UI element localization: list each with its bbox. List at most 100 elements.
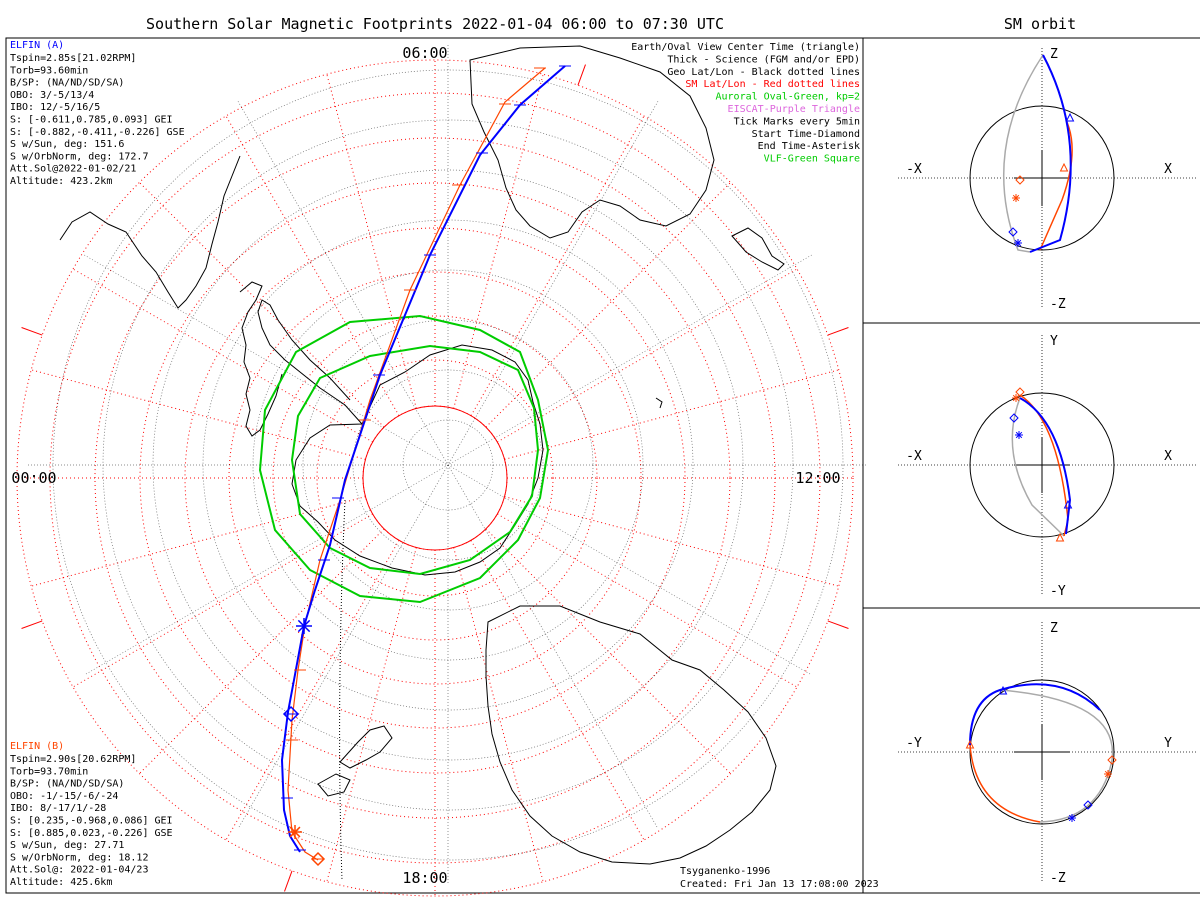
sm-longitude-line [504,369,839,460]
elfin-b-info: ELFIN (B) Tspin=2.90s[20.62RPM]Torb=93.7… [10,741,173,888]
lower-left-coastline-2 [317,773,351,797]
orbit-elfin-b [969,744,1041,823]
orbit-gray-track [999,689,1114,823]
orbit-elfin-b-diamond [1015,387,1025,397]
sm-longitude-line [225,115,400,416]
orbit-elfin-b [1019,394,1069,537]
orbit-elfin-b-triangle [965,739,975,749]
elfin-a-line: B/SP: (NA/ND/SD/SA) [10,78,124,89]
south-america-coastline [239,281,283,437]
earth-circle [969,105,1115,251]
orbit-elfin-a [1029,54,1072,253]
legend-entry: End Time-Asterisk [758,141,860,152]
orbit-axis-label: Z [1050,47,1058,62]
elfin-a-name: ELFIN (A) [10,40,64,51]
elfin-b-line: Torb=93.70min [10,766,88,777]
coastlines [59,45,785,865]
geo-latitude-circle [202,219,694,711]
mlt-label-left: 00:00 [11,469,56,487]
orbit-elfin-b-diamond [1107,755,1117,765]
sm-latlon-grid [16,59,854,897]
elfin-a-line: IBO: 12/-5/16/5 [10,102,100,113]
orbit-panel-3: -Y Y Z -Z [898,621,1198,886]
orbit-elfin-b-asterisk [1012,194,1020,202]
elfin-b-track [287,67,546,861]
legend-entry: Thick - Science (FGM and/or EPD) [667,54,860,65]
sm-longitude-line [225,540,400,841]
sm-longitude-line [72,513,373,688]
orbit-elfin-a-asterisk [1068,814,1076,822]
new-zealand-coastline [731,227,785,271]
orbit-elfin-a-triangle [1063,499,1073,509]
asterisk-stroke [289,826,301,838]
sm-longitude-line [485,182,731,428]
sm-longitude-line [139,182,385,428]
sm-longitude-line [139,528,385,774]
orbit-gray-track [1003,54,1044,253]
legend-entry: VLF-Green Square [764,154,860,165]
orbit-axis-label: Y [1164,736,1172,751]
elfin-a-line: Torb=93.60min [10,65,88,76]
orbit-axis-label: -Z [1050,297,1066,312]
sm-longitude-line [453,547,544,882]
sm-latitude-circle [139,182,731,774]
sm-latitude-circle [272,315,598,641]
elfin-a-line: S: [-0.882,-0.411,-0.226] GSE [10,127,185,138]
elfin-a-line: S w/Sun, deg: 151.6 [10,139,124,150]
lower-right-coastline [485,605,777,865]
elfin-a-start-diamond [282,705,300,723]
orbit-elfin-a [969,683,1101,746]
sm-rim-tick [827,327,849,336]
orbit-elfin-a-triangle [1065,112,1075,122]
orbit-axis-label: Y [1050,334,1058,349]
antarctica-coastline [291,344,544,576]
elfin-a-info: ELFIN (A) Tspin=2.85s[21.02RPM]Torb=93.6… [10,40,185,187]
elfin-a-line: Att.Sol@2022-01-02/21 [10,164,136,175]
sm-longitude-line [72,268,373,443]
sm-rim-tick [21,327,43,336]
elfin-a-line: Tspin=2.85s[21.02RPM] [10,53,136,64]
sm-rim-tick [577,64,586,86]
asterisk-stroke [297,619,311,633]
diamond-shape [310,851,326,867]
geo-latlon-grid [28,45,868,885]
auroral-oval [258,314,550,604]
elfin-b-line: Att.Sol@: 2022-01-04/23 [10,865,148,876]
elfin-b-start-diamond [310,851,326,867]
elfin-b-line: IBO: 8/-17/1/-28 [10,803,106,814]
page-title: Southern Solar Magnetic Footprints 2022-… [146,15,724,33]
orbit-axis-label: -Y [1050,584,1066,599]
elfin-a-track [280,65,566,853]
orbit-axis-label: X [1164,449,1172,464]
sm-longitude-line [326,547,417,882]
legend-entry: Start Time-Diamond [752,129,860,140]
orbit-axis-label: X [1164,162,1172,177]
orbit-axis-label: Z [1050,621,1058,636]
elfin-a-line: S w/OrbNorm, deg: 172.7 [10,151,148,162]
elfin-b-line: Altitude: 425.6km [10,877,112,888]
elfin-b-line: OBO: -1/-15/-6/-24 [10,791,118,802]
orbit-panel-2: -X X Y -Y [898,334,1198,599]
sm-latitude-circle [184,227,686,729]
peninsula-coastline [257,299,363,425]
created-credit: Created: Fri Jan 13 17:08:00 2023 [680,879,879,890]
sm-latitude-circle [316,359,554,597]
legend-entry: Earth/Oval View Center Time (triangle) [631,42,860,53]
elfin-b-line: Tspin=2.90s[20.62RPM] [10,754,136,765]
orbit-elfin-b [1039,119,1073,251]
sm-latitude-circle [49,92,821,864]
orbit-axis-label: -Y [906,736,922,751]
legend-entry: EISCAT-Purple Triangle [728,104,860,115]
map-frame [5,37,864,894]
elfin-b-line: S: [0.885,0.023,-0.226] GSE [10,828,173,839]
sm-longitude-line [453,74,544,409]
elfin-b-end-asterisk [288,825,302,839]
orbit-elfin-a-asterisk [1015,431,1023,439]
sm-latitude-circle [228,271,642,685]
legend-entry: Geo Lat/Lon - Black dotted lines [667,67,860,78]
lower-left-coastline [339,725,393,769]
geo-meridian [339,499,346,881]
orbit-elfin-b-asterisk [1012,394,1020,402]
asterisk-stroke [1012,394,1020,402]
